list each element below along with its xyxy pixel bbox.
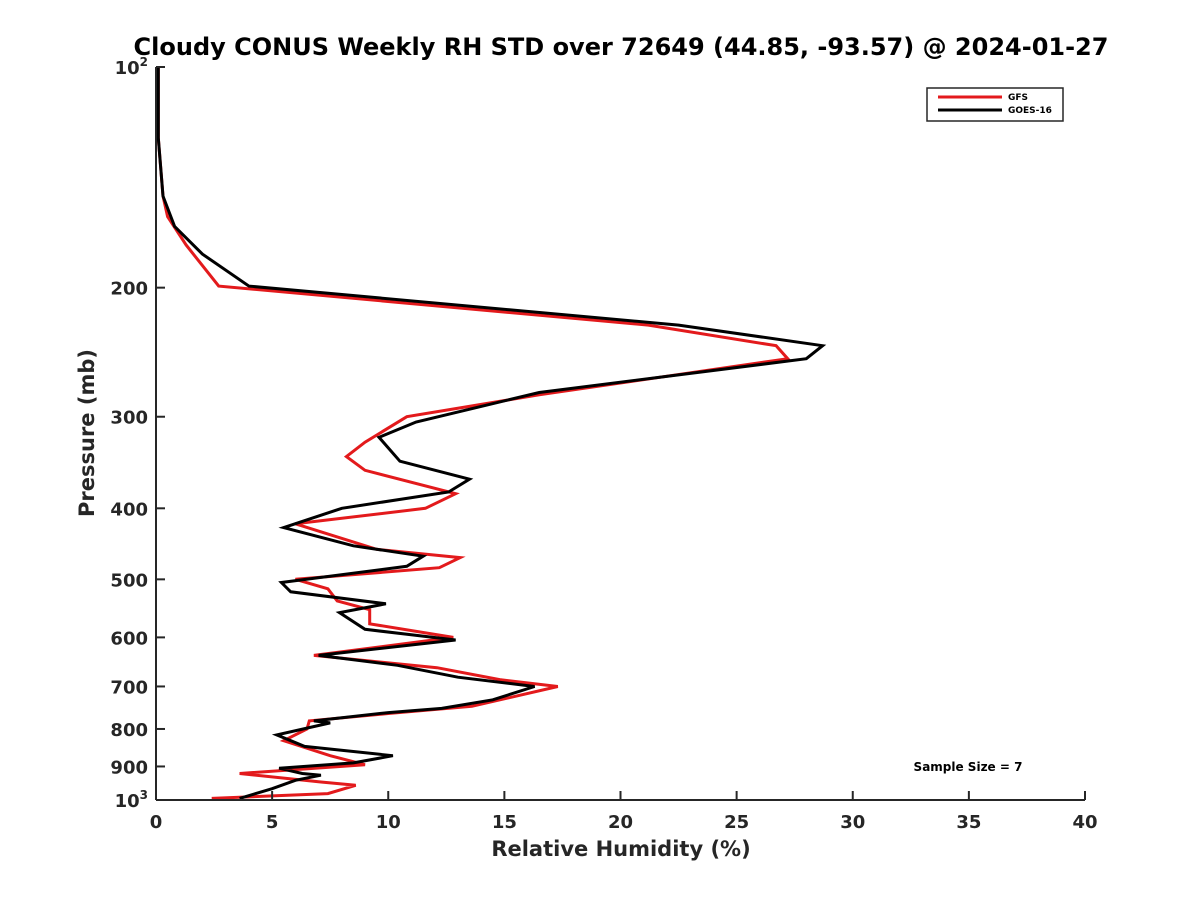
x-axis-label: Relative Humidity (%): [491, 837, 750, 861]
y-axis-label: Pressure (mb): [75, 349, 99, 517]
y-tick-label: 500: [110, 570, 148, 591]
x-tick-label: 5: [266, 812, 279, 833]
legend-label-goes16: GOES-16: [1008, 106, 1052, 116]
x-tick-label: 40: [1072, 812, 1097, 833]
y-tick-label: 800: [110, 720, 148, 741]
series-line-gfs: [156, 67, 791, 800]
series-line-goes-16: [156, 67, 827, 800]
y-tick-label: 600: [110, 628, 148, 649]
ticks-layer: 0 5 10 15 20 25 30 35 40 102 200 300 400 500 600 700 800…: [110, 55, 1097, 833]
chart-title: Cloudy CONUS Weekly RH STD over 72649 (4…: [134, 33, 1109, 61]
legend-box: [926, 87, 1064, 122]
y-tick-label: 200: [110, 279, 148, 300]
series-layer: [156, 67, 827, 800]
sample-size-annotation: Sample Size = 7: [914, 760, 1023, 774]
x-tick-label: 10: [376, 812, 401, 833]
x-tick-label: 20: [608, 812, 633, 833]
x-tick-label: 35: [956, 812, 981, 833]
x-tick-label: 15: [492, 812, 517, 833]
x-tick-label: 30: [840, 812, 865, 833]
x-tick-label: 25: [724, 812, 749, 833]
y-tick-label: 400: [110, 499, 148, 520]
y-tick-label: 103: [115, 788, 148, 812]
legend-label-gfs: GFS: [1008, 93, 1028, 103]
y-tick-label: 300: [110, 408, 148, 429]
x-tick-label: 0: [150, 812, 163, 833]
y-tick-label: 102: [115, 55, 148, 79]
legend: GFS GOES-16: [926, 87, 1064, 122]
y-tick-label: 700: [110, 677, 148, 698]
y-tick-label: 900: [110, 757, 148, 778]
